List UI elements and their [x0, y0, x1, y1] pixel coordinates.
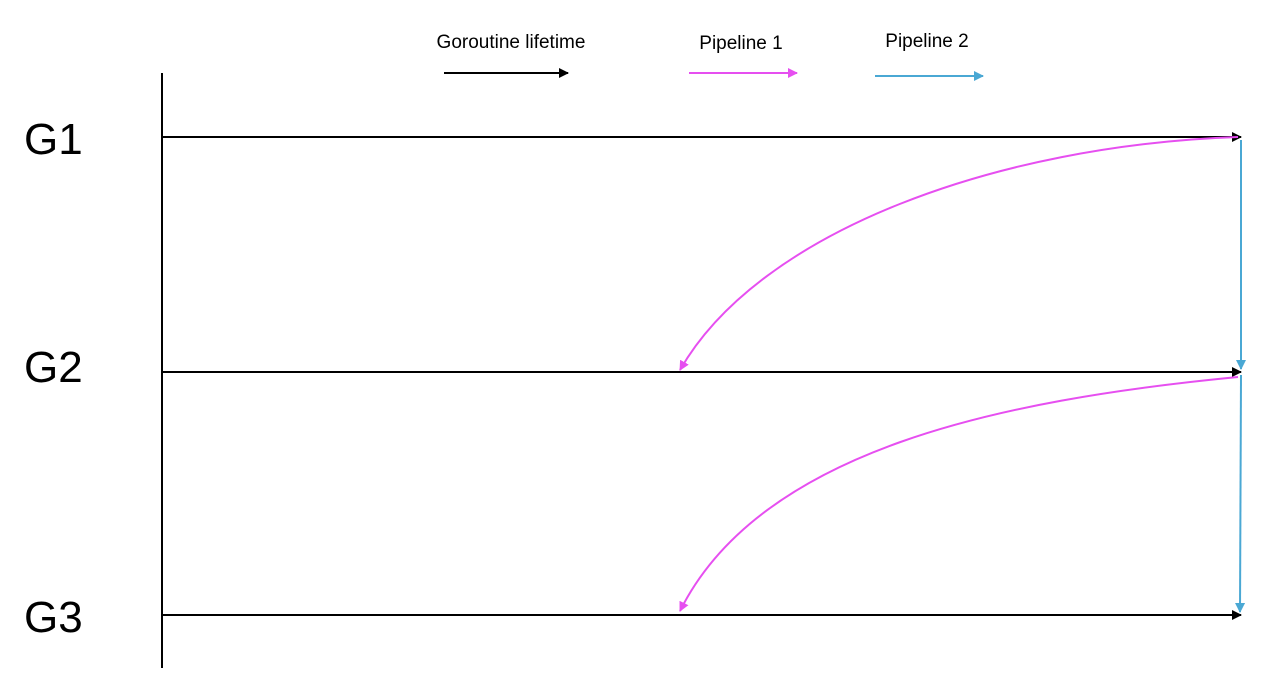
goroutine-label-g1: G1 [24, 115, 83, 164]
legend: Goroutine lifetime Pipeline 1 Pipeline 2 [437, 31, 984, 81]
legend-lifetime-label: Goroutine lifetime [437, 32, 586, 53]
pipeline1-arrow-g2-g3 [679, 376, 1239, 612]
legend-pipeline1-label: Pipeline 1 [699, 33, 782, 54]
pipeline1-arrow-g1-g2 [679, 136, 1239, 371]
goroutine-label-g3: G3 [24, 593, 83, 642]
goroutine-label-g2: G2 [24, 343, 83, 392]
pipeline2-arrow-g2-g3 [1235, 374, 1246, 613]
legend-pipeline2-label: Pipeline 2 [885, 31, 968, 52]
